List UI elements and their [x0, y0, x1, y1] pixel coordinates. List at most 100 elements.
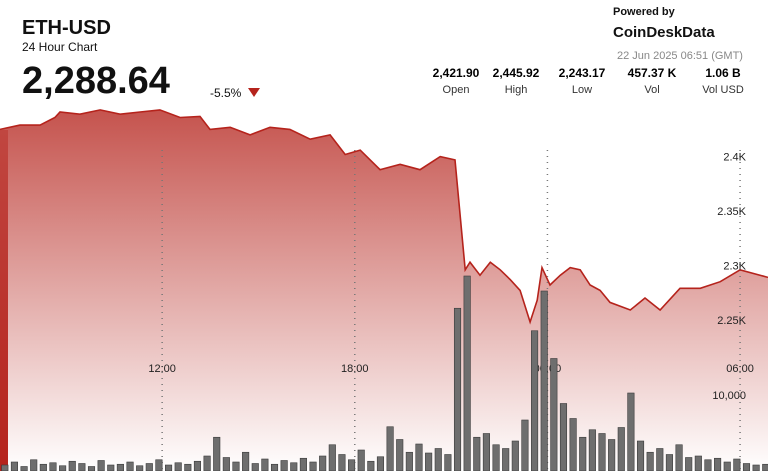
- volume-tick-label: 10,000: [712, 390, 746, 402]
- stat-label: Open: [442, 84, 470, 96]
- volume-bar: [386, 426, 394, 471]
- stat-label: Low: [571, 84, 593, 96]
- volume-bar: [193, 460, 202, 471]
- volume-bar: [299, 457, 307, 471]
- volume-bar: [742, 463, 751, 471]
- volume-bar: [222, 457, 230, 471]
- volume-bar: [319, 455, 327, 471]
- volume-bar: [338, 454, 346, 471]
- volume-bar: [309, 461, 317, 471]
- volume-bar: [714, 457, 722, 471]
- volume-bar: [482, 433, 490, 471]
- volume-bar: [136, 465, 144, 471]
- volume-bar: [665, 454, 673, 471]
- volume-bar: [367, 460, 375, 471]
- stat-value: 2,445.92: [492, 66, 540, 80]
- volume-bar: [511, 440, 519, 471]
- brand: CoinDeskData: [613, 24, 715, 41]
- volume-bar: [453, 307, 462, 471]
- volume-bar: [434, 448, 442, 471]
- volume-bar: [675, 444, 683, 471]
- stat-value: 1.06 B: [705, 66, 741, 80]
- volume-bar: [531, 330, 539, 471]
- volume-bar: [68, 460, 76, 471]
- volume-bar: [290, 462, 298, 471]
- powered-by: Powered by: [613, 6, 675, 18]
- volume-bar: [145, 463, 153, 471]
- stat: 2,243.17 Low: [547, 66, 617, 96]
- volume-bar: [261, 458, 269, 471]
- change: -5.5%: [210, 86, 242, 100]
- volume-bar: [694, 455, 702, 471]
- y-tick-label: 2.3K: [723, 260, 746, 272]
- volume-bar: [656, 448, 664, 471]
- volume-bar: [116, 463, 124, 471]
- volume-bar: [598, 433, 606, 471]
- volume-bar: [270, 463, 279, 471]
- stat-value: 2,243.17: [558, 66, 606, 80]
- volume-bar: [636, 440, 645, 471]
- volume-bar: [184, 463, 192, 471]
- volume-bar: [608, 439, 616, 471]
- stat: 1.06 B Vol USD: [688, 66, 758, 96]
- volume-bar: [559, 403, 568, 471]
- volume-bar: [78, 463, 86, 471]
- volume-bar: [107, 464, 115, 471]
- volume-bar: [49, 462, 57, 471]
- volume-bar: [492, 444, 500, 471]
- volume-bar: [155, 459, 163, 471]
- price: 2,288.64: [22, 60, 170, 102]
- volume-bar: [348, 459, 356, 471]
- volume-bar: [444, 454, 452, 471]
- volume-bar: [251, 463, 259, 471]
- stat-label: Vol USD: [702, 84, 744, 96]
- volume-bar: [232, 461, 240, 471]
- volume-bar: [415, 443, 423, 471]
- volume-bar: [627, 392, 635, 471]
- volume-bar: [569, 418, 577, 471]
- x-tick-label: 06:00: [726, 363, 754, 375]
- volume-bar: [733, 458, 741, 471]
- volume-bar: [165, 464, 173, 471]
- volume-bar: [126, 461, 134, 471]
- x-tick-label: 18:00: [341, 363, 369, 375]
- timestamp: 22 Jun 2025 06:51 (GMT): [617, 50, 743, 62]
- volume-bar: [376, 456, 385, 471]
- stat: 2,421.90 Open: [421, 66, 491, 96]
- volume-bar: [357, 449, 365, 471]
- volume-bar: [203, 455, 211, 471]
- volume-bar: [396, 439, 404, 471]
- volume-bar: [20, 466, 28, 471]
- volume-bar: [242, 451, 250, 471]
- volume-bar: [521, 419, 529, 471]
- volume-bar: [39, 463, 47, 471]
- volume-bar: [579, 436, 587, 471]
- volume-bar: [97, 460, 105, 471]
- stat-value: 2,421.90: [432, 66, 480, 80]
- volume-bar: [752, 464, 760, 471]
- subtitle: 24 Hour Chart: [22, 40, 98, 54]
- volume-bar: [473, 436, 481, 471]
- volume-bar: [502, 448, 510, 471]
- volume-bar: [550, 358, 558, 471]
- volume-bar: [280, 460, 288, 471]
- volume-bar: [59, 465, 67, 471]
- volume-bar: [30, 459, 38, 471]
- volume-bar: [10, 461, 18, 471]
- volume-bar: [685, 457, 693, 471]
- stat: 2,445.92 High: [481, 66, 551, 96]
- volume-bar: [617, 427, 625, 471]
- volume-bar: [646, 451, 654, 471]
- volume-bar: [328, 444, 336, 471]
- price-area: [0, 109, 768, 471]
- y-tick-label: 2.35K: [717, 206, 746, 218]
- y-tick-label: 2.4K: [723, 152, 746, 164]
- volume-bar: [174, 462, 182, 471]
- stat-label: Vol: [644, 84, 660, 96]
- volume-bar: [463, 275, 471, 471]
- volume-bar: [213, 436, 221, 471]
- volume-bar: [87, 466, 96, 471]
- volume-bar: [540, 290, 548, 471]
